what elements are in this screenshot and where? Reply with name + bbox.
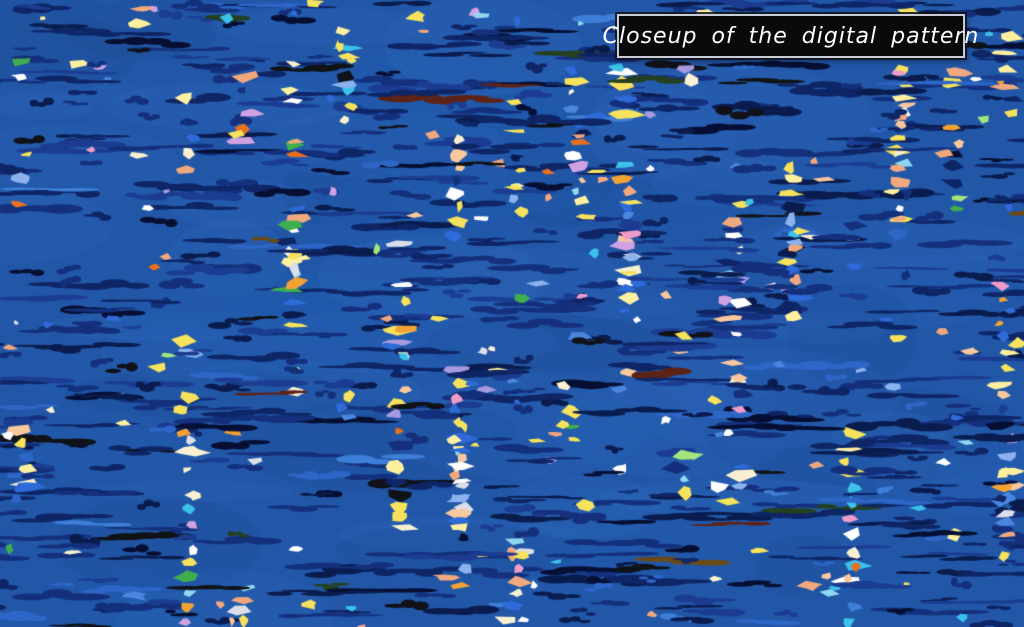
caption-label: Closeup of the digital pattern (603, 14, 978, 58)
caption-text: Closeup of the digital pattern (602, 23, 980, 49)
